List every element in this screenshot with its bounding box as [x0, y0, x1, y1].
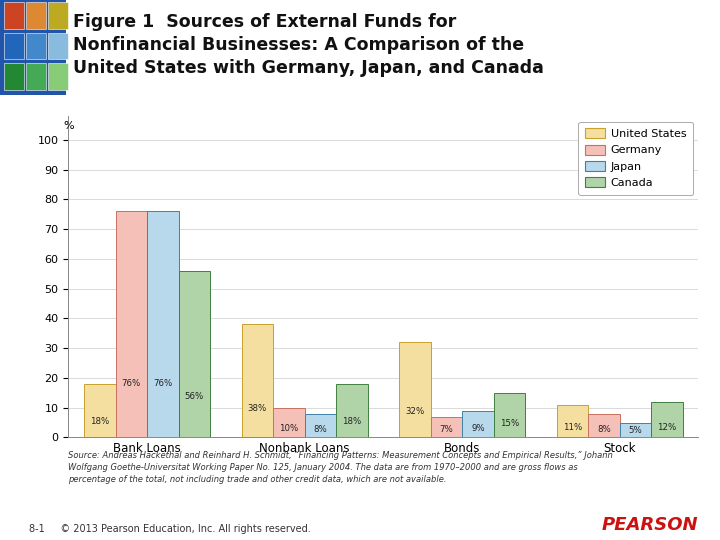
- Text: Source: Andreas Hackethal and Reinhard H. Schmidt, “Financing Patterns: Measurem: Source: Andreas Hackethal and Reinhard H…: [68, 451, 613, 483]
- Text: 5%: 5%: [629, 426, 642, 435]
- Bar: [557, 404, 588, 437]
- Text: 8-1     © 2013 Pearson Education, Inc. All rights reserved.: 8-1 © 2013 Pearson Education, Inc. All r…: [29, 523, 310, 534]
- Legend: United States, Germany, Japan, Canada: United States, Germany, Japan, Canada: [578, 122, 693, 195]
- Bar: [431, 416, 462, 437]
- Bar: [48, 63, 68, 90]
- Text: 12%: 12%: [657, 423, 677, 432]
- Bar: [4, 33, 24, 59]
- Bar: [4, 63, 24, 90]
- Text: 7%: 7%: [439, 426, 454, 434]
- Bar: [399, 342, 431, 437]
- Text: 76%: 76%: [122, 379, 141, 388]
- Bar: [588, 414, 620, 437]
- Bar: [26, 63, 46, 90]
- Bar: [4, 2, 24, 29]
- Text: PEARSON: PEARSON: [602, 516, 698, 534]
- Text: 76%: 76%: [153, 379, 173, 388]
- Text: 8%: 8%: [313, 425, 328, 434]
- Bar: [26, 2, 46, 29]
- Text: 32%: 32%: [405, 408, 425, 416]
- Text: 18%: 18%: [90, 417, 109, 426]
- Text: 38%: 38%: [248, 403, 267, 413]
- Bar: [620, 422, 651, 437]
- Text: 9%: 9%: [471, 424, 485, 434]
- Bar: [48, 33, 68, 59]
- Text: 18%: 18%: [342, 417, 361, 426]
- Bar: [179, 271, 210, 437]
- Text: 15%: 15%: [500, 418, 519, 428]
- Text: 56%: 56%: [185, 392, 204, 401]
- Bar: [462, 410, 494, 437]
- Bar: [305, 414, 336, 437]
- Text: %: %: [63, 121, 73, 131]
- Bar: [494, 393, 525, 437]
- Bar: [273, 408, 305, 437]
- Bar: [651, 402, 683, 437]
- Bar: [147, 211, 179, 437]
- Text: Figure 1  Sources of External Funds for
Nonfinancial Businesses: A Comparison of: Figure 1 Sources of External Funds for N…: [73, 14, 544, 77]
- Bar: [84, 384, 116, 437]
- Text: 8%: 8%: [597, 425, 611, 434]
- Bar: [336, 384, 368, 437]
- Bar: [48, 2, 68, 29]
- Bar: [116, 211, 147, 437]
- Bar: [26, 33, 46, 59]
- Bar: [242, 325, 273, 437]
- Text: 11%: 11%: [563, 423, 582, 433]
- Text: 10%: 10%: [279, 424, 299, 433]
- Bar: [0, 0, 66, 94]
